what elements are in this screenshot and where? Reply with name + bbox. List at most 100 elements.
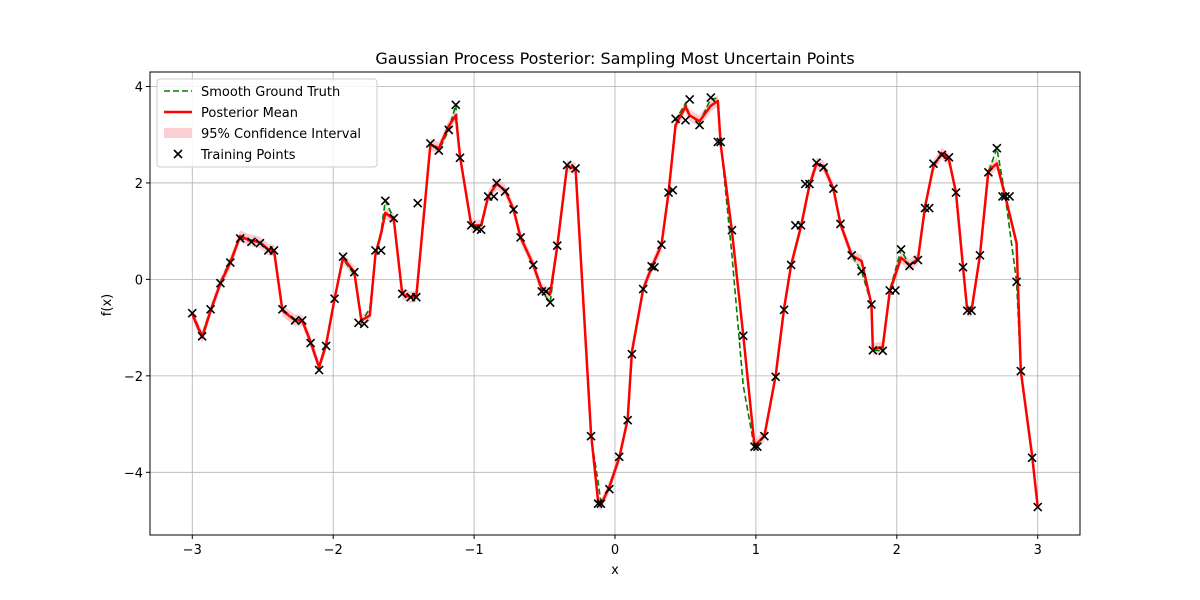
training-point — [290, 315, 300, 325]
training-point — [966, 306, 977, 316]
training-point — [397, 289, 407, 299]
training-point — [937, 150, 947, 160]
training-point — [269, 245, 279, 256]
training-point — [668, 185, 678, 195]
training-point — [656, 240, 667, 250]
x-tick-label: 2 — [893, 543, 901, 558]
training-point — [627, 349, 637, 359]
training-point — [896, 244, 906, 255]
training-point — [779, 305, 789, 315]
y-tick-label: 4 — [135, 80, 143, 95]
training-point — [866, 299, 877, 310]
training-point — [376, 245, 386, 256]
training-point — [663, 188, 674, 198]
training-point — [508, 204, 519, 215]
training-point — [297, 315, 307, 325]
training-point — [476, 225, 486, 235]
training-point — [1016, 366, 1026, 376]
legend-swatch-confidence — [164, 128, 192, 138]
training-point — [713, 137, 723, 147]
training-point — [552, 241, 562, 251]
tick-layer: −3 −2 −1 0 1 2 3 −4 −2 0 2 4 — [124, 80, 1042, 558]
training-point — [928, 159, 939, 169]
training-point — [818, 162, 829, 173]
training-point — [958, 262, 968, 272]
training-point — [489, 191, 499, 201]
training-point — [545, 297, 555, 308]
x-tick-label: −2 — [324, 543, 343, 558]
legend-label: Posterior Mean — [201, 106, 298, 121]
training-point — [380, 196, 390, 206]
training-point — [306, 338, 316, 348]
training-point — [727, 225, 737, 235]
y-tick-label: −2 — [124, 370, 143, 385]
training-point — [835, 219, 846, 229]
training-point — [759, 431, 769, 441]
training-point — [562, 160, 572, 170]
training-point — [500, 187, 510, 197]
training-point — [752, 442, 762, 452]
training-point — [321, 341, 331, 351]
training-point — [528, 260, 538, 270]
training-point — [904, 261, 915, 271]
legend-swatch-training-points — [173, 149, 183, 159]
training-point — [349, 267, 359, 277]
training-point — [847, 250, 857, 260]
y-tick-label: −4 — [124, 466, 143, 481]
training-point — [197, 331, 207, 341]
training-point — [235, 233, 245, 243]
training-point — [187, 308, 197, 318]
training-point — [466, 220, 476, 230]
x-tick-label: 1 — [752, 543, 760, 558]
training-point — [444, 125, 454, 135]
training-point — [951, 188, 961, 198]
training-point — [604, 484, 614, 494]
legend: Smooth Ground Truth Posterior Mean 95% Con… — [156, 78, 378, 168]
training-point — [685, 94, 695, 105]
training-point — [857, 266, 867, 276]
training-point — [570, 163, 581, 174]
training-point — [451, 100, 461, 110]
training-point — [749, 442, 760, 452]
training-point — [868, 345, 878, 355]
training-point — [671, 114, 681, 124]
training-point — [206, 304, 216, 314]
training-point — [541, 286, 551, 297]
training-point — [1033, 502, 1043, 512]
x-tick-label: 3 — [1034, 543, 1042, 558]
training-point — [647, 261, 657, 271]
training-point — [975, 250, 985, 260]
training-point — [338, 252, 348, 262]
training-point — [596, 499, 606, 509]
training-point — [983, 167, 993, 177]
training-point — [516, 232, 526, 242]
training-point — [1004, 191, 1015, 201]
training-point — [455, 153, 465, 163]
training-point — [277, 304, 288, 314]
training-point — [649, 262, 660, 272]
training-point — [314, 365, 324, 375]
training-point — [215, 278, 226, 288]
training-point — [638, 284, 648, 294]
training-point — [586, 431, 596, 441]
training-point — [913, 255, 923, 265]
x-tick-label: 0 — [611, 543, 619, 558]
x-tick-label: −3 — [183, 543, 202, 558]
training-point — [359, 319, 369, 329]
training-point — [878, 346, 888, 356]
x-tick-label: −1 — [465, 543, 484, 558]
training-point — [804, 179, 815, 189]
training-point — [771, 372, 781, 382]
training-point — [411, 292, 421, 302]
training-point — [716, 137, 726, 147]
training-point — [413, 198, 423, 208]
legend-label: Smooth Ground Truth — [201, 85, 340, 100]
training-point — [738, 331, 748, 341]
chart-title: Gaussian Process Posterior: Sampling Mos… — [375, 49, 854, 68]
training-point — [225, 257, 235, 268]
training-point — [330, 294, 340, 304]
training-point — [811, 158, 822, 168]
y-tick-label: 0 — [135, 273, 143, 288]
y-tick-label: 2 — [135, 177, 143, 192]
training-point — [680, 115, 691, 125]
